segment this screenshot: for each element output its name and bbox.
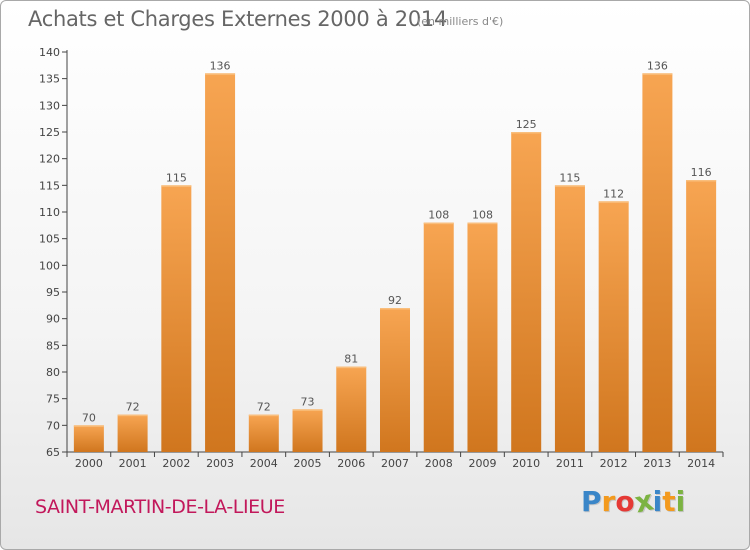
x-tick-label: 2005 xyxy=(294,457,322,470)
y-tick-label: 115 xyxy=(39,179,60,192)
data-label: 81 xyxy=(344,353,358,366)
bar-2002 xyxy=(161,185,192,453)
brand-letter: r xyxy=(601,485,616,518)
bar-highlight xyxy=(161,185,192,187)
y-tick-label: 65 xyxy=(46,446,60,459)
bar-highlight xyxy=(686,180,717,182)
y-tick-label: 95 xyxy=(46,286,60,299)
brand-letter: P xyxy=(581,485,602,518)
data-label: 116 xyxy=(691,166,712,179)
y-tick-label: 80 xyxy=(46,366,60,379)
y-tick-label: 120 xyxy=(39,153,60,166)
bar-highlight xyxy=(423,222,454,225)
bar-2010 xyxy=(511,132,542,452)
data-label: 115 xyxy=(166,171,187,184)
x-tick-label: 2002 xyxy=(162,457,190,470)
y-tick-label: 105 xyxy=(39,233,60,246)
x-tick-label: 2012 xyxy=(600,457,628,470)
bar-2005 xyxy=(292,409,323,452)
x-tick-label: 2010 xyxy=(512,457,540,470)
y-tick-label: 85 xyxy=(46,339,60,352)
data-label: 108 xyxy=(472,209,493,222)
bar-2000 xyxy=(73,425,104,452)
bar-highlight xyxy=(205,73,236,75)
bar-2006 xyxy=(336,366,367,452)
x-tick-label: 2003 xyxy=(206,457,234,470)
x-tick-label: 2009 xyxy=(468,457,496,470)
bar-highlight xyxy=(554,185,585,187)
bar-2007 xyxy=(380,308,410,452)
data-label: 92 xyxy=(388,294,402,307)
bar-highlight xyxy=(598,201,629,203)
data-label: 73 xyxy=(301,395,315,408)
x-tick-label: 2014 xyxy=(687,457,715,470)
y-tick-label: 140 xyxy=(39,46,60,59)
bar-highlight xyxy=(336,366,367,369)
data-label: 136 xyxy=(647,59,668,72)
bar-2014 xyxy=(686,180,717,452)
bar-highlight xyxy=(511,132,542,134)
brand-letter: t xyxy=(662,485,676,518)
x-tick-label: 2007 xyxy=(381,457,409,470)
bar-2013 xyxy=(642,73,673,452)
data-label: 72 xyxy=(126,401,140,414)
data-label: 108 xyxy=(428,209,449,222)
bar-highlight xyxy=(248,414,279,417)
data-label: 112 xyxy=(603,187,624,200)
x-tick-label: 2004 xyxy=(250,457,278,470)
bar-2011 xyxy=(554,185,585,453)
x-tick-label: 2006 xyxy=(337,457,365,470)
y-tick-label: 100 xyxy=(39,259,60,272)
x-tick-label: 2001 xyxy=(119,457,147,470)
bar-highlight xyxy=(73,425,104,427)
data-label: 125 xyxy=(516,118,537,131)
x-tick-label: 2000 xyxy=(75,457,103,470)
data-label: 70 xyxy=(82,411,96,424)
bar-2009 xyxy=(467,222,498,452)
brand-letter: i xyxy=(652,485,663,518)
y-tick-label: 75 xyxy=(46,393,60,406)
brand-logo: Proxiti xyxy=(581,483,686,519)
chart-subtitle: (en milliers d'€) xyxy=(417,15,504,28)
bar-highlight xyxy=(467,222,498,225)
x-tick-label: 2008 xyxy=(425,457,453,470)
bar-2008 xyxy=(423,222,454,452)
brand-letter: i xyxy=(675,485,686,518)
bar-highlight xyxy=(292,409,323,411)
axis-layer: 65 70 75 80 85 90 95 100 105 110 115 120 125 130 135 14… xyxy=(39,46,724,459)
y-tick-label: 135 xyxy=(39,73,60,86)
y-tick-label: 130 xyxy=(39,99,60,112)
bar-2004 xyxy=(248,414,279,452)
bar-highlight xyxy=(642,73,673,75)
bar-2001 xyxy=(117,414,148,452)
y-tick-label: 110 xyxy=(39,206,60,219)
y-tick-label: 90 xyxy=(46,313,60,326)
bar-highlight xyxy=(117,414,148,417)
brand-letter: o xyxy=(615,485,635,518)
place-name: SAINT-MARTIN-DE-LA-LIEUE xyxy=(35,496,285,518)
data-label: 136 xyxy=(210,59,231,72)
y-tick-label: 125 xyxy=(39,126,60,139)
bars-layer xyxy=(73,73,717,453)
data-label: 72 xyxy=(257,401,271,414)
bar-highlight xyxy=(380,308,410,310)
bar-2012 xyxy=(598,201,629,452)
labels-layer: 2000 70 2001 72 2002 115 2003 136 2004 72 2005 73 20… xyxy=(75,59,715,470)
x-tick-label: 2011 xyxy=(556,457,584,470)
data-label: 115 xyxy=(559,171,580,184)
x-tick-label: 2013 xyxy=(643,457,671,470)
y-tick-label: 70 xyxy=(46,419,60,432)
chart-title: Achats et Charges Externes 2000 à 2014 xyxy=(28,7,448,31)
bar-2003 xyxy=(205,73,236,452)
